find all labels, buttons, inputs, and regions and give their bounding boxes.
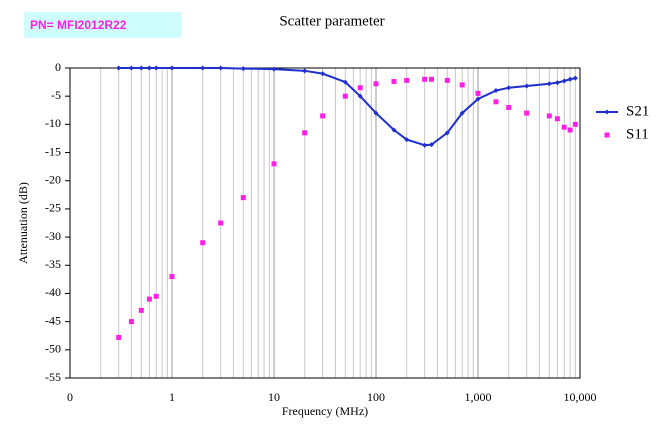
y-tick-label: -50	[45, 342, 61, 356]
point	[428, 142, 434, 148]
point	[128, 65, 134, 71]
point	[271, 66, 277, 72]
point	[342, 93, 348, 99]
point	[404, 77, 410, 83]
point	[493, 88, 499, 94]
point	[561, 78, 567, 84]
point	[240, 66, 246, 72]
point	[506, 104, 512, 110]
point	[524, 110, 530, 116]
point	[240, 195, 246, 201]
point	[138, 65, 144, 71]
point	[128, 319, 134, 325]
point	[146, 65, 152, 71]
part-number: PN= MFI2012R22	[30, 18, 127, 32]
y-axis-label: Attenuation (dB)	[16, 182, 30, 264]
point	[373, 81, 379, 87]
chart-title: Scatter parameter	[279, 13, 384, 29]
point	[200, 65, 206, 71]
point	[459, 110, 465, 116]
point	[493, 99, 499, 105]
point	[357, 93, 363, 99]
y-tick-label: -5	[51, 88, 61, 102]
point	[169, 274, 175, 280]
point	[271, 161, 277, 167]
x-tick-label: 10,000	[564, 390, 597, 404]
point	[146, 296, 152, 302]
x-tick-label: 1	[169, 390, 175, 404]
y-tick-label: -40	[45, 285, 61, 299]
point	[572, 121, 578, 127]
point	[561, 124, 567, 130]
y-tick-label: -30	[45, 229, 61, 243]
point	[567, 76, 573, 82]
point	[153, 65, 159, 71]
point	[506, 85, 512, 91]
point	[554, 80, 560, 86]
plot-frame	[69, 67, 581, 379]
legend-label: S21	[626, 103, 649, 119]
x-tick-label: 100	[367, 390, 385, 404]
point	[604, 132, 610, 138]
point	[459, 82, 465, 88]
point	[169, 65, 175, 71]
point	[444, 130, 450, 136]
point	[320, 113, 326, 119]
x-tick-label: 0	[67, 390, 73, 404]
point	[475, 96, 481, 102]
point	[572, 75, 578, 81]
point	[604, 109, 610, 115]
point	[302, 68, 308, 74]
point	[153, 293, 159, 299]
point	[567, 127, 573, 133]
point	[404, 137, 410, 143]
point	[200, 240, 206, 246]
point	[422, 76, 428, 82]
y-tick-label: -35	[45, 257, 61, 271]
point	[524, 83, 530, 89]
point	[475, 90, 481, 96]
point	[391, 127, 397, 133]
point	[138, 307, 144, 313]
y-tick-label: -25	[45, 201, 61, 215]
point	[342, 79, 348, 85]
x-axis-label: Frequency (MHz)	[282, 404, 368, 418]
point	[357, 85, 363, 91]
point	[546, 81, 552, 87]
point	[373, 110, 379, 116]
y-tick-label: -55	[45, 370, 61, 384]
point	[391, 79, 397, 85]
legend-label: S11	[626, 126, 649, 142]
point	[444, 77, 450, 83]
y-tick-label: -45	[45, 313, 61, 327]
point	[116, 65, 122, 71]
point	[546, 113, 552, 119]
y-tick-label: -10	[45, 116, 61, 130]
point	[218, 220, 224, 226]
y-tick-label: -20	[45, 172, 61, 186]
point	[116, 334, 122, 340]
point	[320, 71, 326, 77]
y-tick-label: -15	[45, 144, 61, 158]
point	[218, 65, 224, 71]
x-tick-label: 1,000	[465, 390, 492, 404]
series-line	[118, 67, 576, 147]
y-tick-label: 0	[55, 60, 61, 74]
point	[554, 116, 560, 122]
point	[422, 142, 428, 148]
point	[302, 130, 308, 136]
x-tick-label: 10	[268, 390, 280, 404]
point	[428, 76, 434, 82]
part-number-box	[24, 12, 182, 38]
